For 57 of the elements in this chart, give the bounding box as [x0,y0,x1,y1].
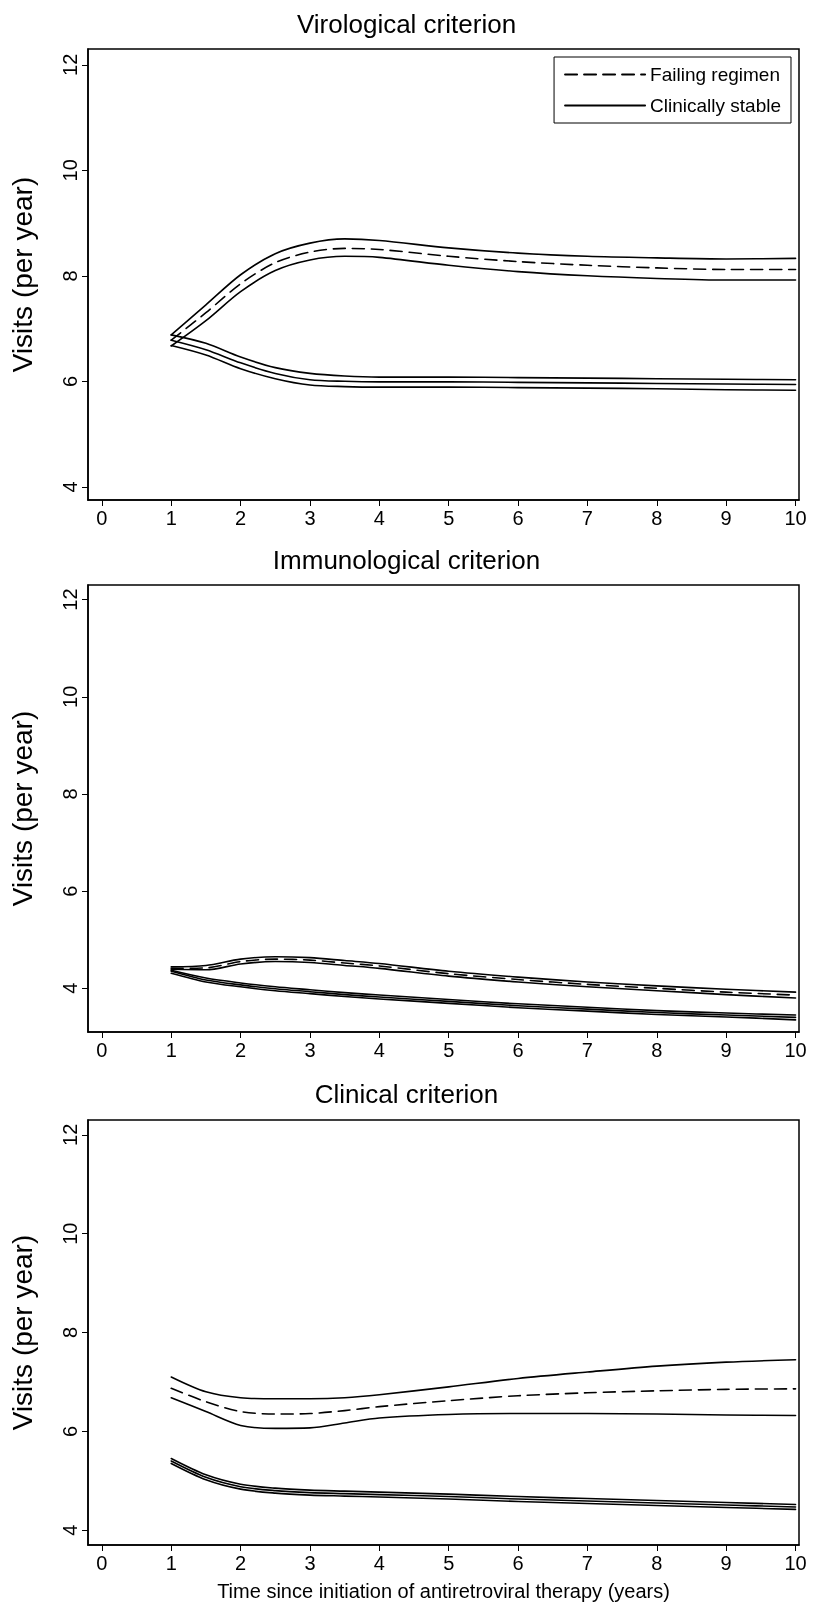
x-tick-label: 1 [165,1039,177,1061]
x-tick-label: 8 [651,507,663,529]
x-tick-label: 10 [784,507,807,529]
chart-title: Clinical criterion [314,1079,499,1109]
y-tick-label: 6 [59,1425,81,1437]
y-tick-label: 4 [59,481,81,493]
x-tick-label: 2 [235,1552,247,1574]
x-tick-label: 8 [651,1039,663,1061]
x-tick-label: 5 [443,1039,455,1061]
y-tick-label: 4 [59,1524,81,1536]
x-tick-label: 4 [373,1039,385,1061]
x-tick-label: 10 [784,1039,807,1061]
y-tick-label: 8 [59,788,81,800]
x-tick-label: 3 [304,1039,316,1061]
y-axis-title: Visits (per year) [6,1234,38,1431]
y-tick-label: 8 [59,1326,81,1339]
x-tick-label: 3 [304,507,316,529]
x-tick-label: 6 [512,1552,524,1574]
x-tick-label: 2 [235,507,247,529]
x-tick-label: 0 [96,1552,108,1574]
y-tick-label: 10 [59,159,81,182]
x-tick-label: 5 [443,507,455,529]
y-tick-label: 6 [59,375,81,387]
y-tick-label: 6 [59,885,81,897]
x-tick-label: 9 [720,1039,732,1061]
chart-title: Virological criterion [296,9,517,39]
y-axis-title: Visits (per year) [6,176,38,373]
y-tick-label: 10 [59,1222,81,1245]
x-tick-label: 7 [581,1552,593,1574]
x-tick-label: 8 [651,1552,663,1574]
x-tick-label: 7 [581,507,593,529]
x-tick-label: 4 [373,1552,385,1574]
x-tick-label: 3 [304,1552,316,1574]
x-tick-label: 0 [96,1039,108,1061]
legend-label: Failing regimen [650,64,780,85]
x-tick-label: 0 [96,507,108,529]
y-tick-label: 12 [59,588,81,611]
x-tick-label: 5 [443,1552,455,1574]
x-tick-label: 6 [512,507,524,529]
y-tick-label: 12 [59,1123,81,1146]
x-tick-label: 9 [720,507,732,529]
y-axis-title: Visits (per year) [6,710,38,907]
y-tick-label: 12 [59,53,81,76]
x-tick-label: 1 [165,1552,177,1574]
x-tick-label: 1 [165,507,177,529]
y-tick-label: 10 [59,685,81,708]
x-tick-label: 9 [720,1552,732,1574]
y-tick-label: 4 [59,982,81,994]
x-tick-label: 6 [512,1039,524,1061]
x-tick-label: 4 [373,507,385,529]
legend-label: Clinically stable [650,95,782,116]
x-tick-label: 10 [784,1552,807,1574]
x-axis-title: Time since initiation of antiretroviral therapy (years) [217,1580,670,1602]
y-tick-label: 8 [59,270,81,282]
x-tick-label: 7 [581,1039,593,1061]
x-tick-label: 2 [235,1039,247,1061]
chart-title: Immunological criterion [272,545,541,575]
